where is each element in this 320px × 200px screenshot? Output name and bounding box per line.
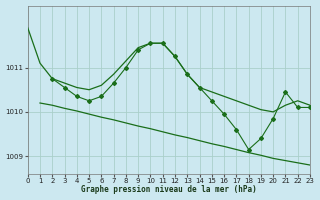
X-axis label: Graphe pression niveau de la mer (hPa): Graphe pression niveau de la mer (hPa) xyxy=(81,185,257,194)
